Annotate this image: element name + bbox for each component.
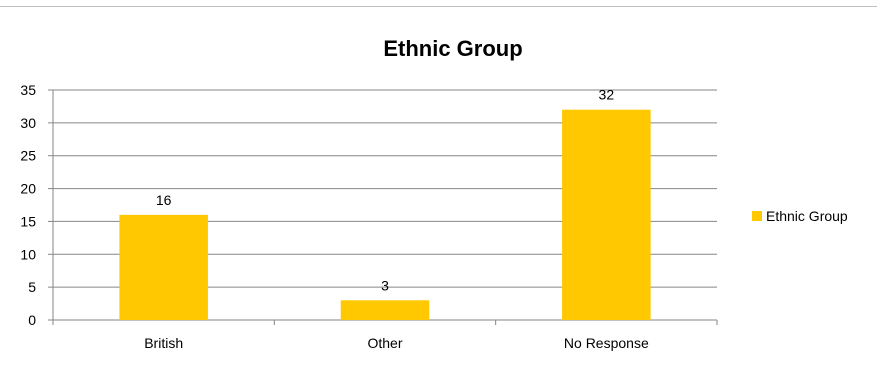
data-labels: 16 3 32 [156, 87, 614, 294]
bar-no-response [562, 109, 651, 320]
axes: 0 5 10 15 20 25 30 35 British Other No Response [20, 82, 718, 351]
bar-british [119, 214, 208, 320]
data-label: 32 [599, 87, 615, 103]
y-tick-label: 25 [20, 148, 36, 164]
data-label: 16 [156, 192, 172, 208]
x-tick-label: Other [367, 335, 402, 351]
chart-title: Ethnic Group [383, 36, 522, 61]
y-tick-label: 15 [20, 213, 36, 229]
legend: Ethnic Group [752, 208, 848, 224]
bars [119, 109, 651, 320]
y-tick-label: 0 [28, 312, 36, 328]
y-tick-label: 30 [20, 115, 36, 131]
legend-label: Ethnic Group [766, 208, 848, 224]
legend-swatch [752, 211, 762, 221]
y-tick-label: 20 [20, 181, 36, 197]
y-tick-label: 5 [28, 279, 36, 295]
y-tick-label: 10 [20, 246, 36, 262]
y-tick-label: 35 [20, 82, 36, 98]
x-tick-label: No Response [564, 335, 649, 351]
bar-other [340, 300, 430, 320]
data-label: 3 [381, 277, 389, 293]
top-divider [0, 6, 877, 7]
x-tick-label: British [144, 335, 183, 351]
